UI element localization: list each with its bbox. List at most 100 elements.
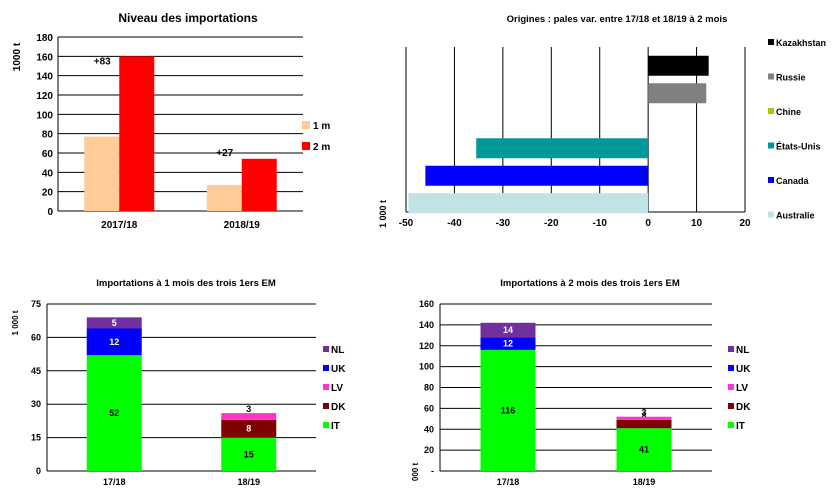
y-tick-label: 30 — [31, 399, 41, 409]
bar-segment-it-18-19 — [616, 428, 672, 471]
x-tick-label: 18/19 — [633, 477, 656, 487]
bar-kazakhstan — [648, 55, 709, 76]
y-axis-label: 1000 t — [12, 42, 23, 71]
bar-segment-lv-18-19 — [221, 413, 277, 420]
legend-label: LV — [736, 383, 748, 394]
x-tick-label: 20 — [739, 218, 751, 229]
y-tick-label: 60 — [424, 403, 434, 413]
bar-segment-it-18-19 — [221, 437, 277, 471]
data-label: 12 — [109, 337, 119, 347]
data-label: 14 — [503, 325, 513, 335]
legend-swatch — [302, 121, 310, 129]
legend-swatch — [728, 403, 734, 409]
y-axis-label: 1 000 t — [11, 310, 20, 335]
bar-australie — [408, 193, 649, 214]
data-label: 15 — [244, 449, 254, 459]
y-tick-label: 75 — [31, 299, 41, 309]
legend-swatch — [728, 384, 734, 390]
y-tick-label: 40 — [424, 424, 434, 434]
y-tick-label: 100 — [419, 362, 434, 372]
x-tick-label: -50 — [399, 218, 414, 229]
x-tick-label: -10 — [592, 218, 607, 229]
legend-label: IT — [736, 421, 745, 432]
x-tick-label: 17/18 — [103, 477, 126, 487]
bar-segment-it-17-18 — [86, 355, 142, 471]
bar-canada — [425, 165, 649, 186]
y-tick-label: 20 — [42, 188, 54, 199]
legend-swatch — [323, 365, 329, 371]
y-tick-label: 0 — [47, 207, 53, 218]
bar-1m-2017-18 — [84, 136, 120, 211]
x-tick-label: 17/18 — [497, 477, 520, 487]
y-tick-label: 120 — [36, 91, 53, 102]
bar-russie — [648, 83, 707, 104]
y-tick-label: 160 — [419, 299, 434, 309]
chart-title: Niveau des importations — [118, 11, 258, 25]
x-tick-label: 18/19 — [237, 477, 260, 487]
legend-swatch — [728, 346, 734, 352]
legend-swatch — [728, 422, 734, 428]
y-tick-label: 120 — [419, 341, 434, 351]
x-tick-label: -40 — [447, 218, 462, 229]
data-label: 12 — [503, 339, 513, 349]
x-tick-label: -20 — [544, 218, 559, 229]
bar-segment-lv-18-19 — [616, 416, 672, 420]
chart-origins-variation: Origines : pales var. entre 17/18 et 18/… — [378, 14, 826, 229]
y-tick-label: 60 — [42, 149, 54, 160]
legend-swatch — [768, 39, 774, 45]
legend-label: DK — [736, 402, 751, 413]
y-tick-label: 160 — [36, 52, 53, 63]
data-label: 8 — [246, 424, 251, 434]
legend-label: UK — [331, 364, 346, 375]
legend-swatch — [768, 108, 774, 114]
legend-label: Australie — [776, 211, 815, 221]
legend-label: NL — [736, 345, 749, 356]
legend-swatch — [768, 142, 774, 149]
x-axis-label: 1 000 t — [378, 200, 388, 228]
bar-2m-2017-18 — [119, 56, 155, 212]
data-label: 52 — [109, 408, 119, 418]
chart-title: Importations à 2 mois des trois 1ers EM — [500, 278, 680, 289]
bar-segment-nl-17-18 — [480, 322, 536, 338]
bar-segment-dk-18-19 — [616, 419, 672, 429]
chart-import-levels: Niveau des importations 1000 t 0 20 40 60 80… — [12, 11, 330, 231]
annotation-label: +83 — [94, 56, 111, 67]
chart-title: Origines : pales var. entre 17/18 et 18/… — [507, 14, 728, 25]
x-tick-label: -30 — [496, 218, 511, 229]
legend-label: LV — [331, 383, 343, 394]
bar-segment-uk-17-18 — [86, 328, 142, 356]
bar-segment-nl-17-18 — [86, 317, 142, 329]
y-tick-label: 0 — [36, 466, 41, 476]
y-tick-label: 60 — [31, 332, 41, 342]
y-tick-label: 45 — [31, 366, 41, 376]
data-label: 3 — [641, 408, 646, 418]
y-tick-label: 80 — [424, 383, 434, 393]
legend-label: IT — [331, 421, 340, 432]
y-tick-label: 80 — [42, 130, 54, 141]
bar-segment-dk-18-19 — [221, 419, 277, 438]
legend-label: DK — [331, 402, 346, 413]
legend-label: 2 m — [313, 142, 330, 153]
chart-imports-2-months: Importations à 2 mois des trois 1ers EM … — [411, 278, 751, 487]
bar-2m-2018-19 — [241, 158, 277, 211]
y-tick-label: 15 — [31, 433, 41, 443]
y-axis-label: 000 t — [411, 463, 420, 482]
data-label: 3 — [246, 404, 251, 414]
legend-label: Canada — [776, 176, 810, 186]
legend-label: États-Unis — [776, 142, 821, 152]
data-label: 41 — [639, 445, 649, 455]
chart-title: Importations à 1 mois des trois 1ers EM — [96, 278, 276, 289]
x-tick-label: 0 — [645, 218, 651, 229]
y-tick-label: - — [431, 466, 434, 476]
data-label: 116 — [501, 405, 516, 415]
x-tick-label: 2017/18 — [101, 220, 138, 231]
legend-label: Kazakhstan — [776, 38, 826, 48]
data-label: 8 — [641, 411, 646, 421]
bar-segment-it-17-18 — [480, 349, 536, 471]
legend-label: Russie — [776, 73, 806, 83]
y-tick-label: 20 — [424, 445, 434, 455]
legend-label: Chine — [776, 107, 801, 117]
annotation-label: +27 — [216, 148, 233, 159]
legend-swatch — [323, 403, 329, 409]
